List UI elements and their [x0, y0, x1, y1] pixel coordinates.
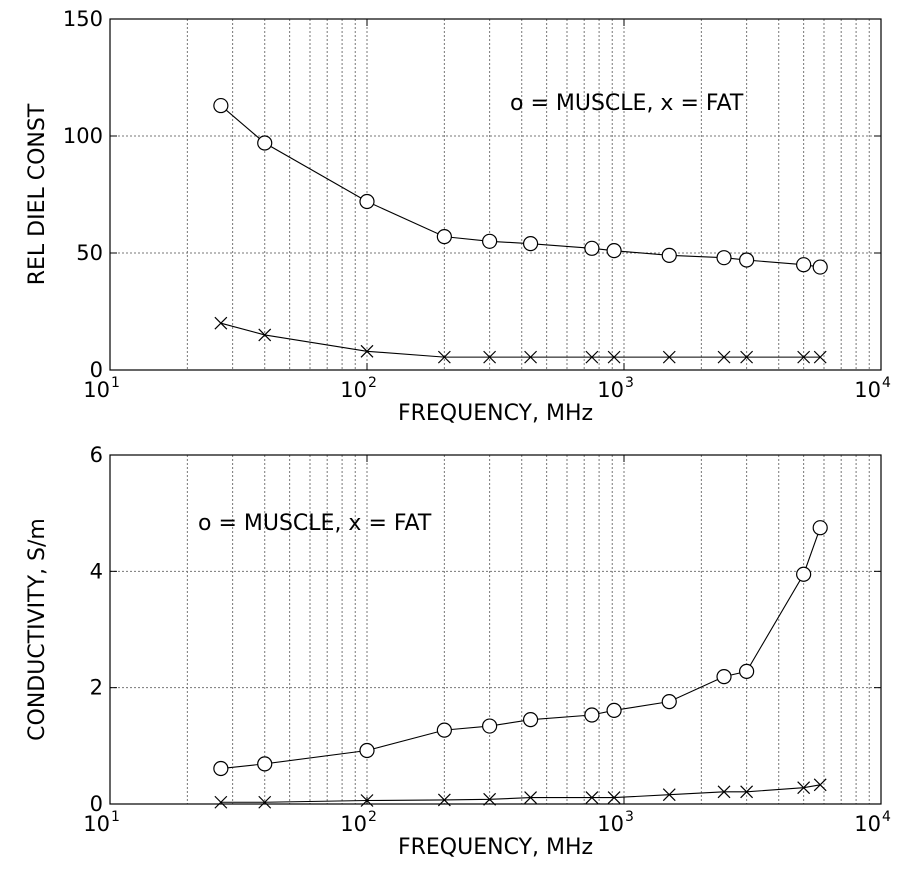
data-point-muscle: [739, 252, 755, 268]
series-line-muscle: [220, 527, 821, 770]
data-point-muscle: [436, 722, 452, 738]
data-point-muscle: [482, 233, 498, 249]
x-axis-label: FREQUENCY, MHz: [398, 835, 593, 860]
series-line-fat: [220, 322, 821, 358]
series-line-fat: [220, 784, 821, 803]
data-point-fat: [813, 778, 827, 792]
data-point-muscle: [661, 694, 677, 710]
x-tick-label-exponent: 2: [368, 375, 377, 391]
y-tick-label: 100: [63, 124, 103, 148]
data-point-fat: [740, 350, 754, 364]
x-tick-label-exponent: 4: [882, 375, 891, 391]
data-point-fat: [717, 350, 731, 364]
data-point-muscle: [812, 520, 828, 536]
data-point-muscle: [739, 663, 755, 679]
data-point-fat: [258, 795, 272, 809]
data-point-fat: [437, 350, 451, 364]
x-tick-label-exponent: 2: [368, 809, 377, 825]
x-axis-label: FREQUENCY, MHz: [398, 401, 593, 426]
data-point-fat: [607, 791, 621, 805]
data-point-fat: [258, 328, 272, 342]
y-tick-label: 2: [90, 676, 103, 700]
x-tick-label-exponent: 4: [882, 809, 891, 825]
data-point-fat: [797, 350, 811, 364]
y-tick-label: 6: [90, 443, 103, 467]
x-tick-label-exponent: 1: [111, 809, 120, 825]
y-axis-label: REL DIEL CONST: [25, 103, 50, 285]
x-tick-label: 10: [597, 812, 624, 836]
data-point-fat: [717, 785, 731, 799]
x-tick-label: 10: [597, 378, 624, 402]
x-tick-label-exponent: 3: [625, 375, 634, 391]
data-point-muscle: [716, 669, 732, 685]
data-point-fat: [607, 350, 621, 364]
data-point-fat: [662, 350, 676, 364]
data-point-fat: [813, 350, 827, 364]
data-point-muscle: [436, 229, 452, 245]
data-point-fat: [214, 316, 228, 330]
data-point-muscle: [257, 756, 273, 772]
data-point-muscle: [213, 760, 229, 777]
data-point-fat: [483, 792, 497, 806]
data-point-fat: [360, 794, 374, 807]
x-tick-label: 10: [340, 812, 367, 836]
data-point-muscle: [482, 718, 498, 734]
data-point-fat: [662, 788, 676, 802]
data-point-muscle: [522, 236, 539, 252]
data-point-fat: [437, 793, 451, 807]
x-tick-label: 10: [83, 378, 110, 402]
x-tick-label: 10: [854, 812, 881, 836]
data-point-fat: [797, 781, 811, 795]
data-point-fat: [214, 795, 228, 809]
series-line-muscle: [220, 105, 821, 268]
data-point-fat: [483, 350, 497, 364]
data-point-muscle: [812, 259, 828, 275]
data-point-muscle: [661, 247, 677, 263]
plot-frame: [109, 454, 882, 805]
data-point-fat: [524, 350, 538, 364]
data-point-fat: [524, 791, 538, 805]
y-axis-label: CONDUCTIVITY, S/m: [25, 518, 50, 741]
data-point-muscle: [257, 135, 273, 151]
y-tick-label: 150: [63, 7, 103, 31]
x-tick-label: 10: [340, 378, 367, 402]
y-tick-label: 50: [76, 241, 103, 265]
data-point-muscle: [716, 250, 732, 266]
data-point-muscle: [796, 257, 812, 273]
data-point-muscle: [522, 712, 539, 728]
data-point-fat: [360, 344, 374, 358]
legend-text: o = MUSCLE, x = FAT: [510, 91, 744, 116]
data-point-fat: [585, 350, 599, 364]
data-point-muscle: [606, 702, 622, 718]
x-tick-label-exponent: 3: [625, 809, 634, 825]
x-tick-label: 10: [83, 812, 110, 836]
data-point-muscle: [584, 707, 600, 723]
data-point-muscle: [796, 566, 812, 582]
y-tick-label: 0: [90, 358, 103, 382]
data-point-muscle: [584, 240, 600, 256]
x-tick-label: 10: [854, 378, 881, 402]
data-point-fat: [585, 791, 599, 805]
plot-frame: [109, 18, 882, 371]
data-point-fat: [740, 785, 754, 799]
data-point-muscle: [359, 742, 375, 759]
data-point-muscle: [213, 97, 229, 114]
data-point-muscle: [606, 243, 622, 259]
y-tick-label: 0: [90, 792, 103, 816]
legend-text: o = MUSCLE, x = FAT: [198, 511, 432, 536]
y-tick-label: 4: [90, 559, 103, 583]
x-tick-label-exponent: 1: [111, 375, 120, 391]
data-point-muscle: [359, 193, 375, 210]
